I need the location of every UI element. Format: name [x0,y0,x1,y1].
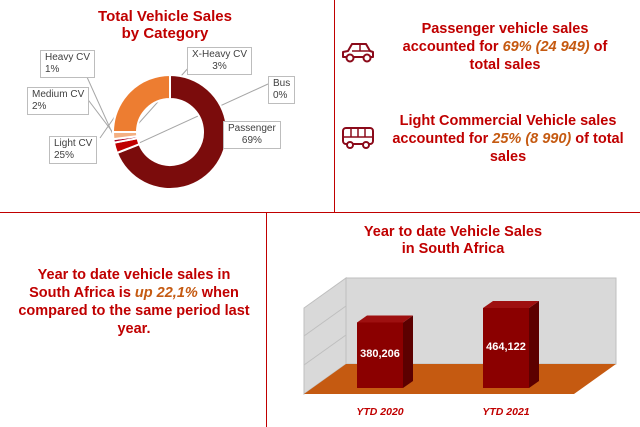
bar [357,322,403,388]
donut-leader-line [81,65,117,141]
donut-label-x-heavy-cv-name: X-Heavy CV [192,49,248,60]
ytd-stat-highlight: up 22,1% [134,285,198,302]
ytd-stat-line3: compared to the same period last [18,303,250,320]
passenger-stat-line3: total sales [469,57,541,74]
bar-value-label: 464,122 [486,341,526,353]
ytd-stat-post: when [197,285,239,302]
bar-title-line2: in South Africa [401,240,505,257]
donut-slice-light-cv [111,73,171,133]
horizontal-divider [0,212,640,213]
passenger-stat-highlight: 69% (24 949) [502,39,590,56]
donut-title-line2: by Category [121,25,209,43]
bus-icon [342,127,374,149]
bar-side [403,315,413,388]
lcv-stat-line3: sales [489,149,527,166]
bar-top [357,315,413,323]
donut-chart-title: Total Vehicle Sales by Category [60,8,270,43]
donut-label-x-heavy-cv-value: 3% [212,61,227,72]
bar-category-label: YTD 2021 [482,406,530,418]
donut-label-heavy-cv-value: 1% [45,64,60,75]
bar-chart [303,277,617,395]
passenger-stat-text: Passenger vehicle sales accounted for 69… [380,20,630,74]
passenger-stat-line2: accounted for 69% (24 949) of [380,38,630,56]
vertical-divider-bottom [266,212,267,427]
ytd-stat-text: Year to date vehicle sales in South Afri… [6,266,262,339]
bar-chart-floor [304,364,616,394]
lcv-stat-highlight: 25% (8 990) [492,131,572,148]
ytd-stat-pre: South Africa is [29,285,135,302]
bar-chart-side-gridline-2 [303,334,347,366]
passenger-stat-post: of [589,39,608,56]
donut-label-medium-cv: Medium CV 2% [27,87,90,115]
passenger-stat-line1: Passenger vehicle sales [421,21,589,37]
ytd-stat-line2: South Africa is up 22,1% when [6,284,262,302]
lcv-stat-post: of total [571,131,624,148]
car-icon [342,43,374,63]
donut-label-bus-name: Bus [273,78,291,89]
donut-title-line1: Total Vehicle Sales [98,8,232,25]
donut-label-passenger-name: Passenger [228,123,276,134]
bar-chart-title: Year to date Vehicle Sales in South Afri… [330,224,576,257]
lcv-stat-line1: Light Commercial Vehicle sales [399,113,617,129]
bar-title-line1: Year to date Vehicle Sales [363,224,543,240]
bar-category-label: YTD 2020 [356,406,404,418]
donut-label-heavy-cv-name: Heavy CV [45,52,91,63]
bar-side [529,301,539,388]
donut-slices [111,73,228,190]
donut-label-passenger-value: 69% [241,135,262,146]
donut-label-bus-value: 0% [273,90,288,101]
ytd-stat-line1: Year to date vehicle sales in [37,267,231,283]
donut-leader-line [118,83,269,153]
donut-label-medium-cv-name: Medium CV [32,89,85,100]
bar-series [357,301,539,388]
donut-label-heavy-cv: Heavy CV 1% [40,50,96,78]
lcv-stat-text: Light Commercial Vehicle sales accounted… [380,112,636,166]
donut-label-passenger: Passenger 69% [223,121,281,149]
lcv-stat-line2: accounted for 25% (8 990) of total [380,130,636,148]
passenger-stat-pre: accounted for [402,39,503,56]
donut-label-medium-cv-value: 2% [32,101,47,112]
donut-chart [81,65,269,190]
bar-value-label: 380,206 [360,348,400,361]
donut-label-light-cv-name: Light CV [54,138,93,149]
donut-slice-passenger [115,73,228,190]
donut-label-x-heavy-cv: X-Heavy CV 3% [187,47,253,75]
donut-label-bus: Bus 0% [268,76,296,104]
bar-top [483,301,539,308]
vertical-divider-top [334,0,335,212]
donut-label-light-cv-value: 25% [54,150,75,161]
lcv-stat-pre: accounted for [392,131,493,148]
donut-label-light-cv: Light CV 25% [49,136,98,164]
bar-chart-side-gridline-1 [303,305,347,337]
ytd-stat-line4: year. [117,321,151,338]
bar [483,308,529,388]
